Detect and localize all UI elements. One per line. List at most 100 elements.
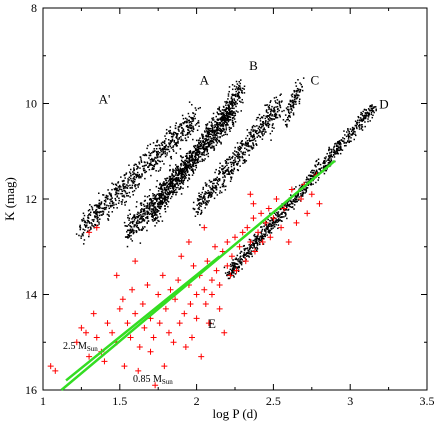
red-plus-point: [182, 344, 189, 351]
black-point: [271, 105, 273, 108]
x-tick-label: 3.5: [420, 394, 435, 408]
black-point: [207, 155, 210, 158]
black-point: [116, 189, 118, 192]
black-point: [138, 161, 140, 164]
black-point: [139, 167, 141, 169]
black-point: [113, 204, 115, 206]
black-point: [323, 159, 326, 162]
black-point: [357, 119, 359, 122]
black-point: [88, 235, 90, 238]
black-point: [222, 125, 224, 128]
black-point: [276, 99, 279, 101]
black-point: [334, 151, 337, 153]
black-point: [337, 146, 340, 149]
black-point: [218, 106, 221, 108]
red-plus-point: [141, 324, 148, 331]
black-point: [199, 147, 202, 150]
black-point: [280, 213, 283, 215]
black-point: [79, 226, 81, 228]
black-point: [249, 133, 251, 136]
black-point: [178, 130, 180, 132]
red-plus-point: [150, 334, 157, 341]
red-plus-point: [267, 234, 274, 241]
black-point: [199, 143, 202, 146]
black-point: [367, 120, 369, 123]
black-point: [243, 92, 246, 94]
red-plus-point: [293, 219, 300, 226]
black-point: [256, 247, 258, 250]
black-point: [171, 133, 173, 135]
black-point: [195, 152, 198, 154]
black-point: [313, 173, 315, 176]
black-point: [210, 187, 213, 190]
black-point: [163, 163, 165, 165]
black-point: [213, 145, 215, 148]
black-point: [160, 186, 163, 188]
black-point: [107, 214, 110, 216]
black-point: [172, 146, 174, 148]
red-plus-point: [221, 329, 228, 336]
black-point: [165, 128, 168, 131]
black-point: [232, 125, 235, 127]
black-point: [225, 123, 228, 126]
black-point: [242, 245, 245, 247]
black-point: [229, 107, 232, 110]
black-point: [233, 272, 235, 274]
black-point: [183, 164, 186, 166]
black-point: [220, 129, 222, 131]
black-point: [260, 116, 263, 119]
black-point: [226, 133, 228, 136]
black-point: [284, 213, 287, 215]
black-point: [368, 109, 371, 111]
black-point: [85, 225, 87, 227]
black-point: [191, 159, 194, 162]
black-point: [261, 133, 263, 135]
black-point: [139, 202, 142, 205]
black-point: [274, 220, 277, 222]
black-point: [289, 99, 292, 102]
black-point: [287, 200, 289, 203]
black-point: [158, 160, 160, 162]
black-point: [115, 183, 117, 186]
black-point: [135, 217, 137, 219]
black-point: [267, 115, 270, 117]
black-point: [336, 142, 339, 144]
black-point: [147, 204, 149, 206]
black-point: [239, 97, 241, 99]
black-point: [257, 235, 259, 237]
black-point: [233, 264, 235, 267]
black-point: [250, 129, 253, 131]
black-point: [84, 229, 86, 231]
black-point: [200, 145, 202, 148]
black-point: [289, 100, 292, 103]
black-point: [222, 128, 225, 131]
black-point: [149, 205, 151, 207]
black-point: [180, 136, 182, 138]
black-point: [143, 219, 146, 221]
black-point: [85, 226, 87, 228]
black-point: [243, 159, 246, 161]
black-point: [180, 163, 183, 165]
black-point: [211, 131, 213, 133]
black-point: [196, 198, 199, 200]
black-point: [148, 154, 151, 157]
black-point: [115, 199, 117, 202]
black-point: [177, 165, 179, 168]
black-point: [241, 152, 244, 154]
black-point: [188, 159, 191, 161]
black-point: [303, 188, 305, 190]
black-point: [208, 145, 210, 148]
black-point: [163, 188, 166, 191]
black-point: [102, 207, 104, 210]
black-point: [169, 142, 172, 145]
black-point: [203, 141, 205, 144]
black-point: [156, 156, 159, 159]
black-point: [253, 234, 255, 237]
black-point: [200, 211, 203, 214]
black-point: [242, 143, 245, 145]
black-point: [262, 130, 264, 132]
black-point: [237, 162, 239, 165]
black-point: [221, 124, 224, 127]
black-point: [264, 131, 266, 133]
black-point: [213, 132, 215, 134]
